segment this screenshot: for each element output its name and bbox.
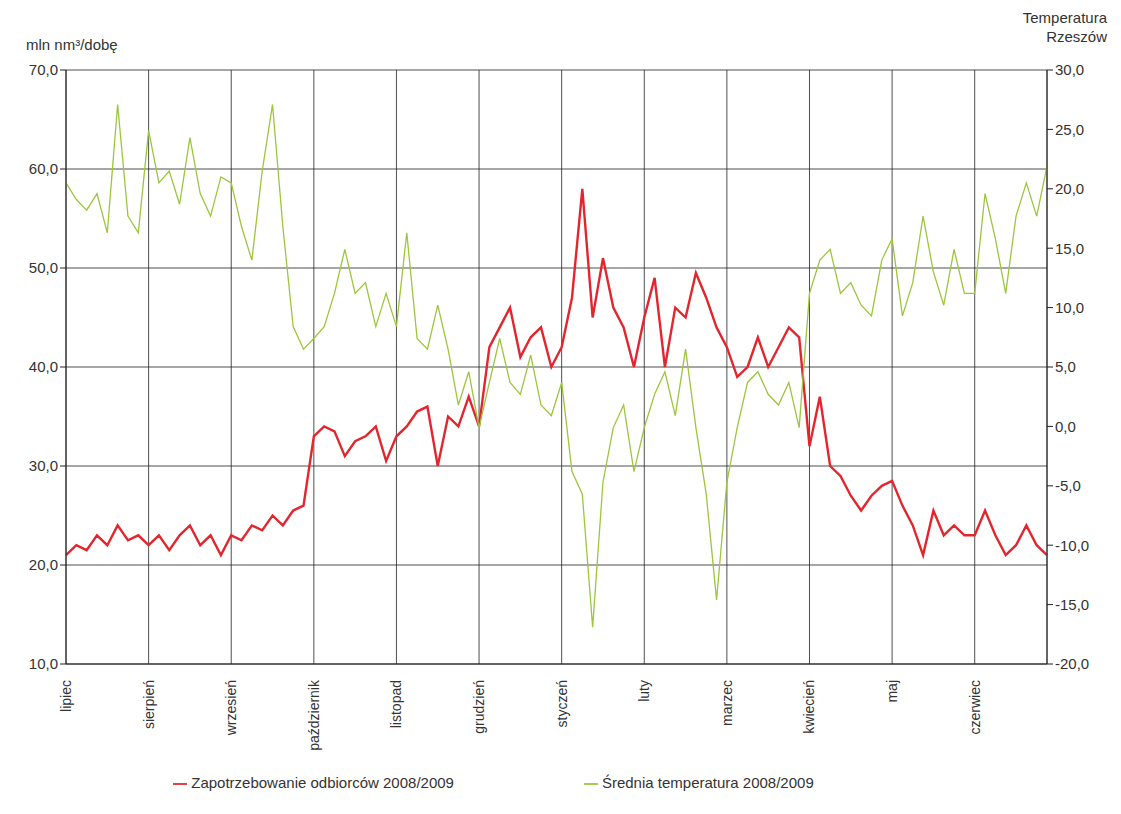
svg-text:15,0: 15,0 xyxy=(1055,240,1084,257)
svg-text:10,0: 10,0 xyxy=(29,655,58,672)
svg-text:40,0: 40,0 xyxy=(29,358,58,375)
svg-text:-20,0: -20,0 xyxy=(1055,655,1089,672)
svg-text:25,0: 25,0 xyxy=(1055,121,1084,138)
html-text:Zapotrzebowanie odbiorców 2008: Zapotrzebowanie odbiorców 2008/2009 xyxy=(191,774,454,791)
svg-text:czerwiec: czerwiec xyxy=(967,680,983,734)
svg-text:50,0: 50,0 xyxy=(29,259,58,276)
svg-text:60,0: 60,0 xyxy=(29,160,58,177)
svg-text:0,0: 0,0 xyxy=(1055,418,1076,435)
svg-text:-15,0: -15,0 xyxy=(1055,596,1089,613)
svg-text:-5,0: -5,0 xyxy=(1055,477,1081,494)
svg-text:luty: luty xyxy=(636,680,652,702)
svg-text:maj: maj xyxy=(884,680,900,703)
html-text:Rzeszów: Rzeszów xyxy=(1046,28,1107,45)
svg-text:5,0: 5,0 xyxy=(1055,358,1076,375)
html-text:Temperatura: Temperatura xyxy=(1022,9,1107,26)
svg-text:marzec: marzec xyxy=(719,680,735,726)
svg-text:-10,0: -10,0 xyxy=(1055,537,1089,554)
svg-text:styczeń: styczeń xyxy=(554,680,570,727)
svg-text:wrzesień: wrzesień xyxy=(223,680,239,736)
html-text:mln nm³/dobę: mln nm³/dobę xyxy=(26,36,118,53)
svg-text:październik: październik xyxy=(306,679,322,751)
svg-text:20,0: 20,0 xyxy=(1055,180,1084,197)
svg-text:30,0: 30,0 xyxy=(29,457,58,474)
html-text:Średnia temperatura 2008/2009: Średnia temperatura 2008/2009 xyxy=(601,774,814,791)
svg-text:10,0: 10,0 xyxy=(1055,299,1084,316)
svg-text:20,0: 20,0 xyxy=(29,556,58,573)
svg-text:kwiecień: kwiecień xyxy=(801,680,817,734)
svg-text:70,0: 70,0 xyxy=(29,61,58,78)
svg-text:grudzień: grudzień xyxy=(471,680,487,734)
svg-text:lipiec: lipiec xyxy=(58,680,74,712)
svg-text:sierpień: sierpień xyxy=(141,680,157,729)
svg-text:30,0: 30,0 xyxy=(1055,61,1084,78)
svg-text:listopad: listopad xyxy=(388,680,404,728)
